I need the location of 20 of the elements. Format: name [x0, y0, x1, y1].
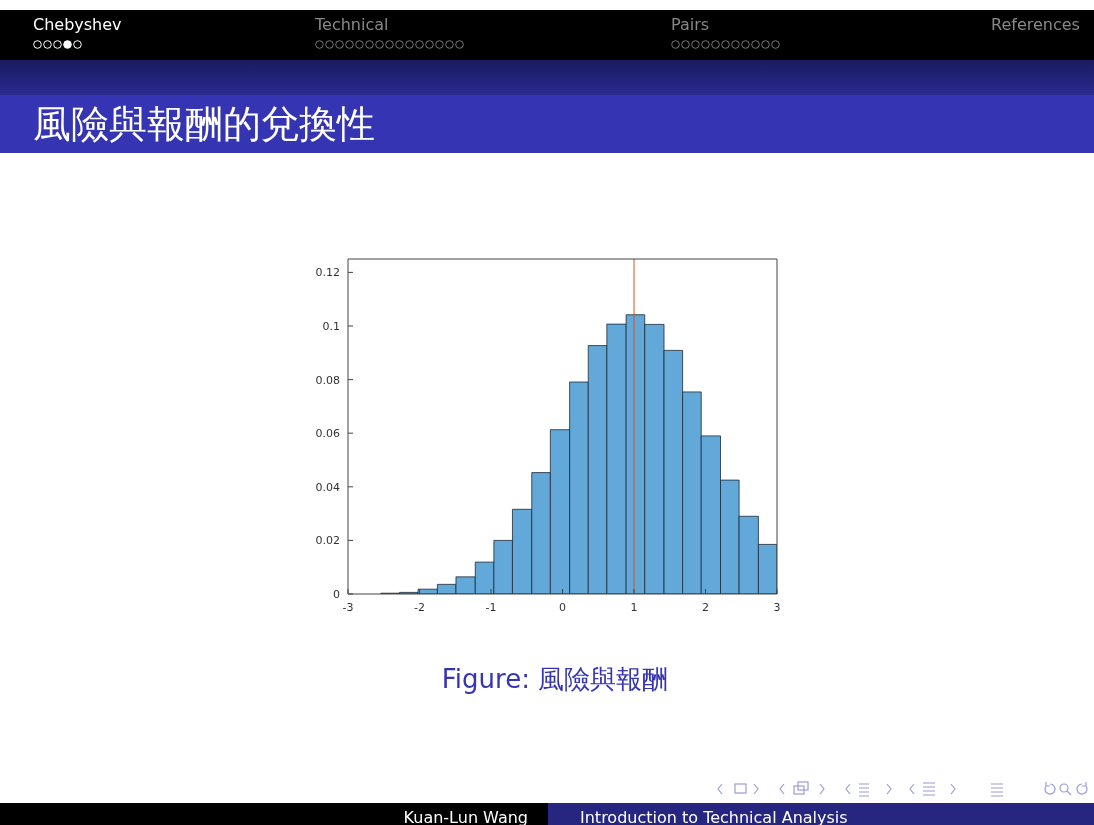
y-tick-label: 0.1: [322, 319, 340, 333]
y-tick-label: 0.04: [315, 480, 340, 494]
text: Pairs: [671, 15, 710, 34]
y-tick-label: 0.06: [315, 427, 340, 441]
x-tick-label: -1: [485, 600, 497, 614]
y-tick-label: 0.08: [315, 373, 340, 387]
text: Technical: [315, 15, 389, 34]
text: Figure: 風險與報酬: [441, 664, 669, 694]
chart-title: 風險與報酬的兌換性: [33, 101, 375, 148]
x-tick-label: 3: [773, 600, 781, 614]
x-tick-label: -2: [414, 600, 425, 614]
y-tick-label: 0.02: [315, 534, 340, 548]
x-tick-label: 2: [702, 600, 709, 614]
x-tick-label: -3: [342, 600, 354, 614]
x-tick-label: 0: [559, 600, 566, 614]
text: References: [991, 15, 1080, 34]
x-tick-label: 1: [630, 600, 638, 614]
text: Chebyshev: [33, 15, 122, 34]
y-tick-label: 0: [333, 587, 340, 601]
y-tick-label: 0.12: [315, 266, 340, 280]
